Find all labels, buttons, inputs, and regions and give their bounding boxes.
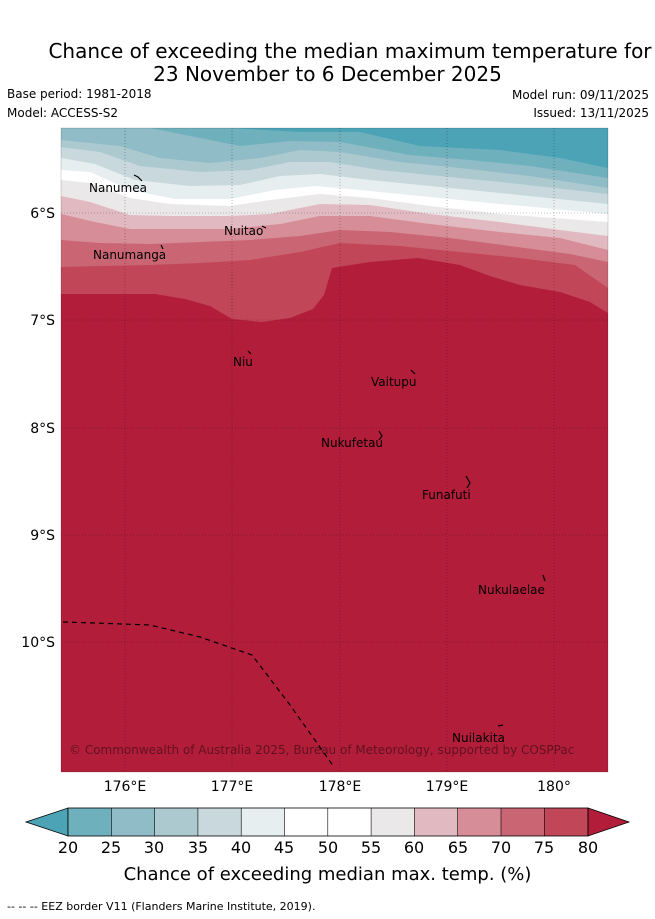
place-label: Funafuti <box>422 488 471 502</box>
band-above-80 <box>61 258 608 772</box>
colorbar-swatch <box>327 808 372 836</box>
colorbar-tick-label: 30 <box>143 838 165 857</box>
colorbar-tick-label: 80 <box>577 838 599 857</box>
lat-tick-label: 8°S <box>30 421 55 437</box>
colorbar-tick-label: 65 <box>447 838 469 857</box>
colorbar-swatch <box>544 808 588 836</box>
colorbar-tick-label: 45 <box>273 838 295 857</box>
colorbar-tick-label: 50 <box>317 838 339 857</box>
chart-title: Chance of exceeding the median maximum t… <box>0 40 655 86</box>
colorbar-tick-label: 20 <box>57 838 79 857</box>
island-nuitao-shape <box>261 225 267 229</box>
island-nuilakita-shape <box>497 724 504 727</box>
copyright-watermark: © Commonwealth of Australia 2025, Bureau… <box>69 743 574 757</box>
island-nanumea-shape <box>133 174 143 182</box>
colorbar-tick-label: 40 <box>230 838 252 857</box>
island-nukulaelae-shape <box>542 574 546 582</box>
place-label: Nanumea <box>89 181 147 195</box>
colorbar-swatch <box>457 808 501 836</box>
colorbar-swatch <box>414 808 458 836</box>
eez-border <box>62 621 335 768</box>
longitude-axis: 176°E 177°E 178°E 179°E 180° <box>104 779 571 795</box>
colorbar-tick-label: 70 <box>490 838 512 857</box>
issued-date: Issued: 13/11/2025 <box>533 106 649 120</box>
colorbar-tick-label: 35 <box>187 838 209 857</box>
title-line-1: Chance of exceeding the median maximum t… <box>48 39 652 63</box>
place-label: Nanumanga <box>93 248 166 262</box>
island-nukufetau-shape <box>378 430 383 441</box>
colorbar-tick-label: 55 <box>360 838 382 857</box>
lat-tick-label: 6°S <box>30 206 55 222</box>
lat-tick-label: 10°S <box>21 635 55 651</box>
colorbar-tick-label: 60 <box>403 838 425 857</box>
colorbar-swatch <box>68 808 112 836</box>
place-label: Vaitupu <box>371 375 417 389</box>
place-label: Nuitao <box>224 224 263 238</box>
island-funafuti-shape <box>465 475 471 489</box>
colorbar-swatch <box>284 808 328 836</box>
lon-tick-label: 178°E <box>319 779 362 795</box>
model-run: Model run: 09/11/2025 <box>511 88 649 102</box>
colorbar-extend-low <box>24 807 69 837</box>
lon-tick-label: 180° <box>537 779 571 795</box>
colorbar-swatch <box>241 808 285 836</box>
colorbar-swatch <box>501 808 545 836</box>
colorbar-swatch <box>154 808 198 836</box>
colorbar-swatch <box>197 808 242 836</box>
graticule <box>61 128 608 772</box>
forecast-map: Nanumea Nuitao Nanumanga Niu Vaitupu Nuk… <box>21 127 609 795</box>
lon-tick-label: 176°E <box>104 779 147 795</box>
colorbar-title: Chance of exceeding median max. temp. (%… <box>123 864 532 885</box>
place-labels: Nanumea Nuitao Nanumanga Niu Vaitupu Nuk… <box>89 181 545 745</box>
colorbar-swatch <box>371 808 415 836</box>
place-label: Nuilakita <box>452 731 505 745</box>
lon-tick-label: 177°E <box>211 779 254 795</box>
colorbar-tick-label: 75 <box>533 838 555 857</box>
base-period: Base period: 1981-2018 <box>7 87 152 101</box>
place-label: Niu <box>233 355 253 369</box>
latitude-axis: 6°S 7°S 8°S 9°S 10°S <box>21 206 55 651</box>
model-name: Model: ACCESS-S2 <box>7 106 119 120</box>
map-frame <box>60 127 609 773</box>
island-outlines <box>133 174 546 727</box>
place-label: Nukulaelae <box>478 583 545 597</box>
place-label: Nukufetau <box>321 436 383 450</box>
colorbar-tick-label: 25 <box>100 838 122 857</box>
island-niu-shape <box>247 350 252 355</box>
colorbar <box>24 807 631 837</box>
lat-tick-label: 7°S <box>30 313 55 329</box>
colorbar-extend-high <box>587 807 631 837</box>
title-line-2: 23 November to 6 December 2025 <box>153 62 502 86</box>
eez-legend: -- -- -- EEZ border V11 (Flanders Marine… <box>7 900 316 913</box>
lat-tick-label: 9°S <box>30 528 55 544</box>
colorbar-swatch <box>111 808 155 836</box>
island-vaitupu-shape <box>410 369 416 375</box>
lon-tick-label: 179°E <box>426 779 469 795</box>
probability-field <box>61 128 608 772</box>
island-nanumanga-shape <box>160 244 164 250</box>
colorbar-dividers <box>111 808 545 836</box>
